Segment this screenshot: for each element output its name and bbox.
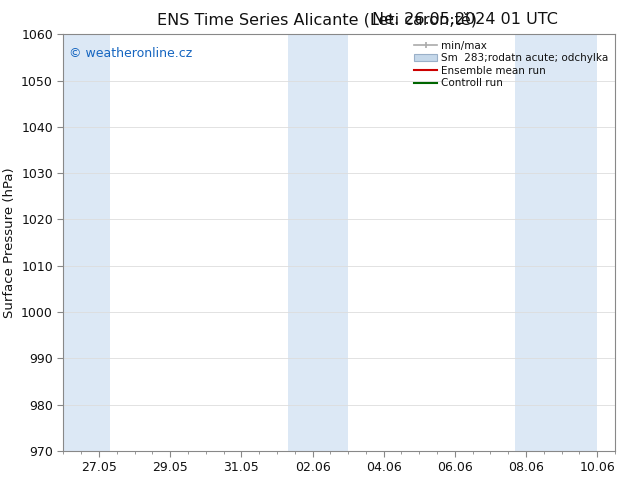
Bar (313, 34, 348, 451)
Bar (515, 34, 544, 451)
Text: © weatheronline.cz: © weatheronline.cz (69, 47, 192, 60)
Bar (544, 34, 597, 451)
Y-axis label: Surface Pressure (hPa): Surface Pressure (hPa) (3, 167, 16, 318)
Bar (288, 34, 313, 451)
Text: ENS Time Series Alicante (Leti caron;tě): ENS Time Series Alicante (Leti caron;tě) (157, 12, 477, 28)
Text: Ne. 26.05.2024 01 UTC: Ne. 26.05.2024 01 UTC (372, 12, 558, 27)
Bar (63, 34, 110, 451)
Legend: min/max, Sm  283;rodatn acute; odchylka, Ensemble mean run, Controll run: min/max, Sm 283;rodatn acute; odchylka, … (410, 36, 613, 93)
